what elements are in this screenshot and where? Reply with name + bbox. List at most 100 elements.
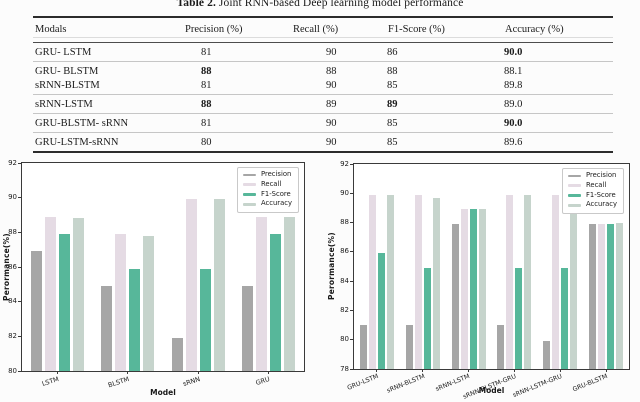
y-tick-label: 78 [340,364,349,373]
y-tick-label: 80 [340,335,349,344]
table-row: sRNN-LSTM 88 89 89 89.0 [33,97,613,111]
bar-accuracy [213,199,225,371]
legend-item: Accuracy [567,201,617,209]
metric-value-cell: 88 [387,65,398,77]
y-tick-mark [350,280,354,282]
model-name-cell: GRU- LSTM [35,46,92,58]
bar-precision [30,251,42,371]
y-tick-label: 82 [8,331,17,340]
bar-precision [451,224,459,369]
metric-value-cell: 89.8 [504,79,523,91]
table-header-row: Modals Precision (%) Recall (%) F1-Score (%… [33,18,613,43]
bar-accuracy [616,222,624,369]
model-name-cell: GRU-BLSTM- sRNN [35,117,129,129]
bar-precision [497,325,505,369]
metric-value-cell: 89 [326,98,337,110]
legend-label: F1-Score [585,190,616,199]
y-tick-mark [18,301,22,303]
legend-item: Recall [242,180,292,189]
legend-item: Precision [242,170,292,179]
results-table: Modals Precision (%) Recall (%) F1-Score (%… [33,16,613,153]
metric-value-cell: 89.0 [504,98,523,110]
bar-accuracy [478,209,486,369]
figure-joint-models: Perormance(%) Model Precision Recall F1-Sc… [320,150,640,402]
y-tick-label: 90 [340,188,349,197]
column-header: Modals [35,23,67,35]
bar-precision [171,338,183,371]
bar-group [163,163,234,371]
metric-value-cell: 88 [201,65,212,77]
bar-f1-score [270,234,282,371]
bar-f1-score [423,267,431,369]
legend-label: Precision [260,170,292,178]
metric-value-cell: 85 [387,117,398,129]
bar-group [22,163,93,371]
y-tick-label: 86 [8,262,17,271]
bar-accuracy [143,235,155,371]
bar-recall [44,216,56,371]
legend-label: Precision [585,171,617,179]
x-tick-mark [422,369,424,372]
bar-recall [185,199,197,371]
bar-accuracy [284,216,296,371]
y-tick-label: 86 [340,247,349,256]
bar-recall [115,234,127,371]
y-tick-mark [350,222,354,224]
x-tick-label: sRNN [181,375,201,389]
metric-value-cell: 81 [201,46,212,58]
y-tick-label: 88 [8,227,17,236]
table-row: GRU- BLSTM 88 88 88 88.1 [33,64,613,78]
y-tick-label: 84 [8,297,17,306]
x-tick-mark [127,371,129,374]
x-tick-mark [376,369,378,372]
y-tick-mark [350,339,354,341]
legend-item: Recall [567,180,617,190]
model-name-cell: GRU- BLSTM [35,65,99,77]
table-row-group: sRNN-LSTM 88 89 89 89.0 [33,94,613,113]
y-tick-mark [350,163,354,165]
bar-f1-score [469,209,477,369]
bar-recall [598,224,606,369]
metric-value-cell: 90 [326,46,337,58]
bar-recall [460,209,468,369]
bar-precision [543,341,551,369]
metric-value-cell: 90.0 [504,117,523,129]
bar-group [93,163,164,371]
column-header: Accuracy (%) [505,23,564,35]
metric-value-cell: 90 [326,136,337,148]
bar-f1-score [561,267,569,369]
metric-value-cell: 89.6 [504,136,523,148]
bar-group [234,163,305,371]
y-tick-mark [350,309,354,311]
metric-value-cell: 81 [201,79,212,91]
table-caption-text: Joint RNN-based Deep learning model perf… [215,0,464,9]
legend-item: Precision [567,171,617,180]
bar-precision [101,286,113,371]
legend-label: Recall [585,180,607,189]
legend-item: F1-Score [567,190,617,200]
legend-item: F1-Score [242,189,292,199]
figures-row: Perormance(%) Model Precision Recall F1-Sc… [0,150,640,402]
legend-swatch [242,183,256,187]
table-row: GRU-BLSTM- sRNN 81 90 85 90.0 [33,116,613,130]
bar-f1-score [199,268,211,371]
legend: Precision Recall F1-Score Accuracy [236,167,299,214]
legend-swatch [567,174,581,178]
metric-value-cell: 90 [326,117,337,129]
table-caption: Table 2. Joint RNN-based Deep learning m… [0,0,640,10]
bar-f1-score [129,268,141,371]
y-tick-mark [18,335,22,337]
model-name-cell: GRU-LSTM-sRNN [35,136,119,148]
y-tick-label: 92 [340,159,349,168]
legend-label: Accuracy [260,199,292,208]
metric-value-cell: 88 [326,65,337,77]
legend-swatch [567,194,581,197]
bar-group [400,164,446,369]
table-row-group: GRU-LSTM-sRNN 80 90 85 89.6 [33,132,613,151]
x-tick-label: GRU [255,375,272,388]
model-name-cell: sRNN-BLSTM [35,79,100,91]
legend-label: F1-Score [260,189,291,198]
bar-group [492,164,538,369]
y-tick-label: 92 [8,158,17,167]
bar-recall [368,194,376,369]
